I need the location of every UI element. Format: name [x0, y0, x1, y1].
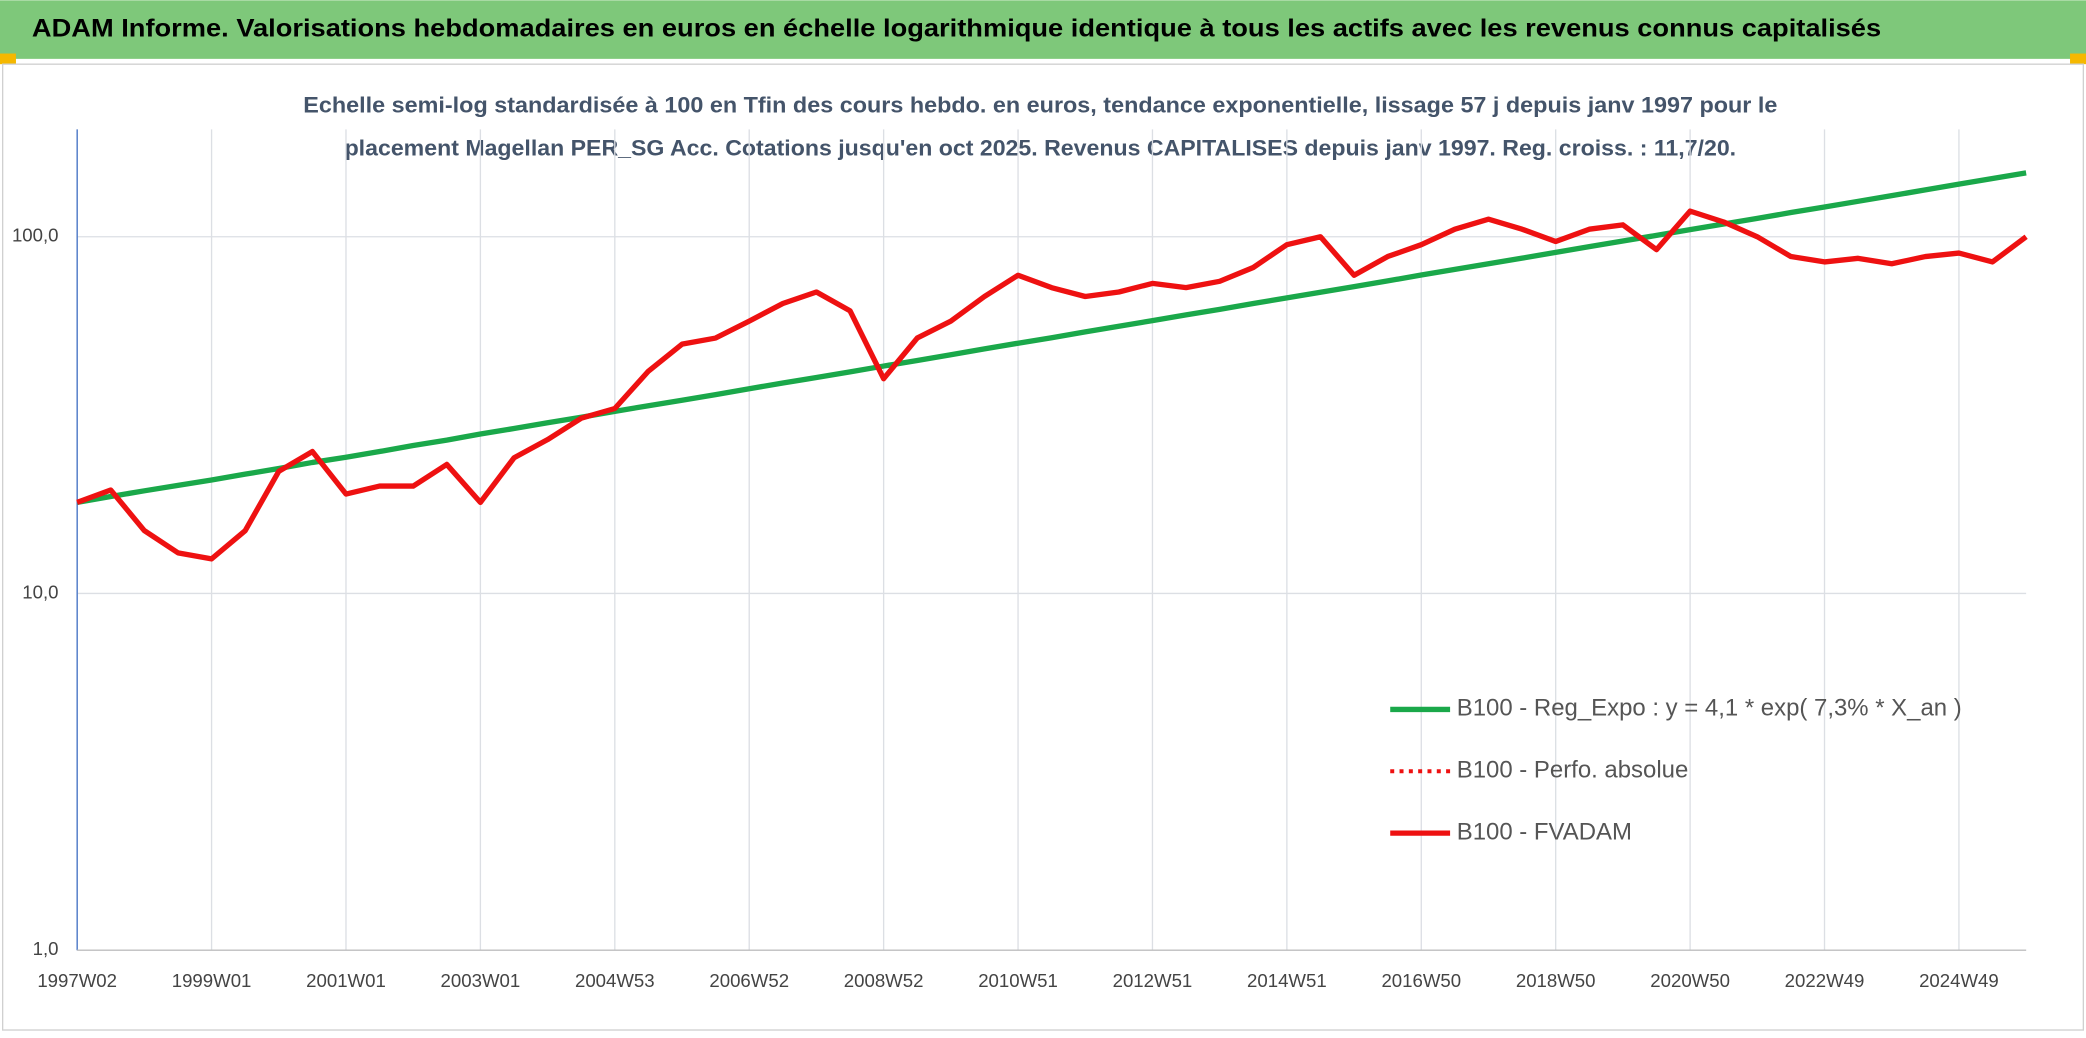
x-tick-label: 2014W51 — [1247, 970, 1327, 991]
x-tick-label: 2006W52 — [709, 970, 789, 991]
chart-title: ADAM Informe. Valorisations hebdomadaire… — [32, 14, 1881, 42]
subtitle: placement Magellan PER_SG Acc. Cotations… — [345, 135, 1737, 160]
x-tick-label: 2003W01 — [441, 970, 521, 991]
header — [0, 0, 2086, 59]
legend-label: B100 - FVADAM — [1457, 818, 1632, 845]
x-tick-label: 2010W51 — [978, 970, 1058, 991]
x-tick-label: 1997W02 — [37, 970, 117, 991]
x-tick-label: 1999W01 — [172, 970, 252, 991]
y-tick-label: 100,0 — [12, 225, 59, 246]
series-line — [76, 208, 2028, 562]
frame — [1, 63, 2085, 1031]
x-tick-label: 2012W51 — [1113, 970, 1193, 991]
corner — [2070, 53, 2086, 65]
x-tick-label: 2008W52 — [844, 970, 924, 991]
legend-label: B100 - Reg_Expo : y = 4,1 * exp( 7,3% * … — [1457, 695, 1962, 722]
legend-label: B100 - Perfo. absolue — [1457, 757, 1689, 784]
y-tick-label: 1,0 — [33, 938, 59, 959]
x-tick-label: 2022W49 — [1785, 970, 1865, 991]
corner — [0, 53, 16, 65]
x-tick-label: 2001W01 — [306, 970, 386, 991]
y-tick-label: 10,0 — [22, 581, 58, 602]
x-tick-label: 2024W49 — [1919, 970, 1999, 991]
subtitle: Echelle semi-log standardisée à 100 en T… — [303, 93, 1777, 118]
x-tick-label: 2016W50 — [1381, 970, 1461, 991]
x-tick-label: 2018W50 — [1516, 970, 1596, 991]
x-tick-label: 2020W50 — [1650, 970, 1730, 991]
series-line — [76, 170, 2027, 506]
x-tick-label: 2004W53 — [575, 970, 655, 991]
